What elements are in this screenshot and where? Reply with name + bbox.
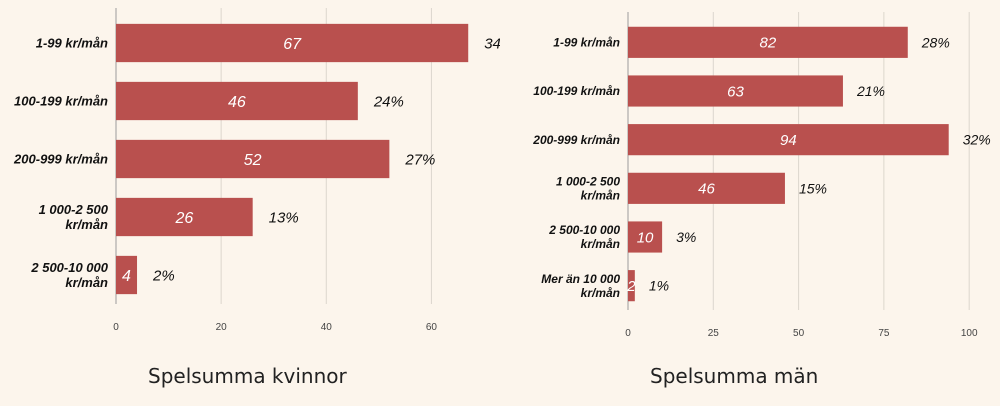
women-value-label: 67 <box>283 36 302 53</box>
men-percent-label: 3% <box>676 229 696 245</box>
women-value-label: 26 <box>174 210 193 227</box>
women-tick-label: 60 <box>426 322 438 333</box>
chart-title-men: Spelsumma män <box>650 364 819 388</box>
men-percent-label: 15% <box>799 180 827 196</box>
men-category-label: 1 000-2 500 kr/mån <box>556 175 620 203</box>
chart-title-women: Spelsumma kvinnor <box>148 364 347 388</box>
chart-women: 0 20 40 60 1-99 kr/mån 67 34% 100-199 kr/mån 46 2… <box>13 8 500 333</box>
women-tick-label: 0 <box>113 322 119 333</box>
men-percent-label: 21% <box>856 83 885 99</box>
women-value-label: 46 <box>228 94 246 111</box>
men-bar <box>628 75 843 107</box>
men-tick-label: 100 <box>961 328 978 339</box>
women-bar <box>116 81 358 121</box>
men-category-label: Mer än 10 000 kr/mån <box>541 272 620 300</box>
men-tick-label: 25 <box>708 328 720 339</box>
men-category-label: 2 500-10 000 kr/mån <box>548 223 620 251</box>
women-bar <box>116 197 253 237</box>
women-percent-label: 27% <box>404 151 435 168</box>
men-percent-label: 28% <box>921 34 950 50</box>
women-category-label: 1 000-2 500 kr/mån <box>39 202 109 232</box>
men-bar <box>628 221 663 253</box>
women-category-label: 1-99 kr/mån <box>36 36 108 51</box>
men-value-label: 10 <box>637 229 654 246</box>
women-percent-label: 2% <box>152 267 175 284</box>
men-value-label: 94 <box>780 132 797 149</box>
men-percent-label: 1% <box>649 278 669 294</box>
women-category-label: 2 500-10 000 kr/mån <box>30 260 108 290</box>
women-percent-label: 34% <box>484 35 500 52</box>
chart-men: 0 25 50 75 100 1-99 kr/mån 82 28% 100-199 kr/mån… <box>532 12 991 339</box>
men-percent-label: 32% <box>963 132 991 148</box>
men-tick-label: 75 <box>878 328 890 339</box>
women-percent-label: 24% <box>373 93 404 110</box>
women-tick-label: 40 <box>321 322 333 333</box>
women-category-label: 100-199 kr/mån <box>14 94 108 109</box>
men-value-label: 2 <box>626 278 636 295</box>
women-value-label: 4 <box>122 268 131 285</box>
men-bar <box>628 270 635 302</box>
men-bar <box>628 172 785 204</box>
men-value-label: 82 <box>760 35 777 52</box>
men-category-label: 1-99 kr/mån <box>553 36 620 50</box>
men-category-label: 200-999 kr/mån <box>532 133 620 147</box>
women-bar <box>116 255 138 295</box>
men-tick-label: 50 <box>793 328 805 339</box>
women-bar <box>116 23 469 63</box>
men-category-label: 100-199 kr/mån <box>533 84 620 98</box>
women-percent-label: 13% <box>269 209 299 226</box>
men-bar <box>628 124 949 156</box>
women-tick-label: 20 <box>216 322 228 333</box>
women-bar <box>116 139 390 179</box>
men-value-label: 46 <box>698 181 715 198</box>
women-category-label: 200-999 kr/mån <box>13 152 108 167</box>
women-value-label: 52 <box>244 152 262 169</box>
men-value-label: 63 <box>727 83 744 100</box>
men-tick-label: 0 <box>625 328 631 339</box>
men-bar <box>628 26 908 58</box>
